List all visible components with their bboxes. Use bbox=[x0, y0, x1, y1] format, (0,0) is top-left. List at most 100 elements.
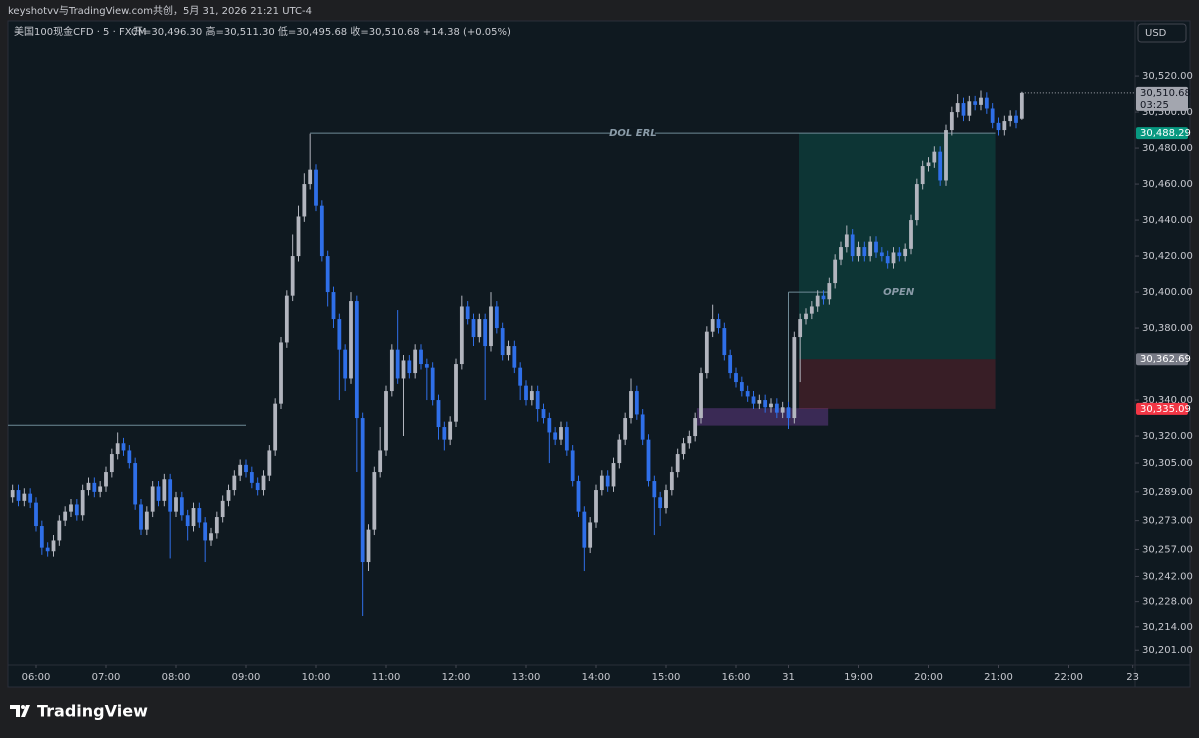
currency-button[interactable] bbox=[1137, 23, 1187, 43]
y-tick-label: 30,273.00 bbox=[1142, 516, 1193, 527]
candle-body bbox=[209, 533, 213, 541]
candle-body bbox=[284, 295, 289, 343]
x-tick-label: 19:00 bbox=[844, 672, 873, 683]
candle-body bbox=[238, 464, 243, 476]
candle-body bbox=[973, 101, 978, 105]
candle-body bbox=[267, 450, 272, 476]
candle-body bbox=[833, 259, 838, 284]
candle-body bbox=[652, 481, 657, 498]
candle-body bbox=[302, 184, 307, 217]
price-tag bbox=[1136, 86, 1188, 111]
candle-body bbox=[809, 306, 814, 314]
candle-body bbox=[891, 252, 896, 264]
candle-body bbox=[710, 319, 715, 332]
candle-body bbox=[63, 511, 68, 521]
level-label: DOL ERL bbox=[609, 128, 657, 139]
fvg-zone bbox=[696, 408, 829, 426]
candle-body bbox=[395, 349, 400, 379]
currency[interactable]: USD bbox=[1145, 28, 1167, 39]
candle-body bbox=[570, 450, 575, 482]
candle-body bbox=[197, 508, 202, 523]
candle-body bbox=[16, 490, 21, 501]
candle-body bbox=[844, 234, 849, 248]
candle-body bbox=[786, 407, 791, 419]
candle-body bbox=[955, 103, 960, 113]
price-tag bbox=[1136, 353, 1188, 366]
candle-body bbox=[494, 306, 499, 329]
candle-body bbox=[547, 418, 552, 433]
candle-body bbox=[279, 342, 283, 404]
price-tag-label: 30,510.68 bbox=[1140, 88, 1191, 99]
candle-body bbox=[378, 450, 383, 473]
candle-body bbox=[774, 403, 779, 413]
x-tick-label: 13:00 bbox=[512, 672, 541, 683]
price-tag-label: 30,488.29 bbox=[1140, 128, 1191, 139]
candle-body bbox=[699, 373, 703, 419]
candle-body bbox=[909, 220, 913, 249]
x-tick-label: 10:00 bbox=[302, 672, 331, 683]
y-tick-label: 30,440.00 bbox=[1142, 215, 1193, 226]
candle-body bbox=[675, 454, 680, 473]
x-tick-label: 21:00 bbox=[984, 672, 1013, 683]
candle-body bbox=[424, 364, 429, 368]
candle-body bbox=[553, 432, 558, 440]
candle-body bbox=[599, 475, 604, 491]
y-tick-label: 30,480.00 bbox=[1142, 143, 1193, 154]
candle-body bbox=[448, 421, 453, 440]
candle-body bbox=[407, 360, 412, 374]
candle-body bbox=[296, 216, 301, 257]
candle-body bbox=[226, 490, 231, 501]
candle-body bbox=[757, 400, 762, 404]
x-tick-label: 12:00 bbox=[442, 672, 471, 683]
candle-body bbox=[728, 355, 733, 374]
candle-body bbox=[949, 112, 954, 131]
candle-body bbox=[693, 418, 698, 437]
y-tick-label: 30,380.00 bbox=[1142, 323, 1193, 334]
x-tick-label: 08:00 bbox=[162, 672, 191, 683]
candle-body bbox=[174, 497, 178, 512]
price-tag-label: 30,335.09 bbox=[1140, 404, 1191, 415]
candle-body bbox=[751, 396, 756, 404]
candle-body bbox=[290, 256, 295, 296]
candle-body bbox=[564, 427, 569, 451]
candle-body bbox=[465, 306, 470, 320]
candle-body bbox=[623, 418, 628, 440]
candle-body bbox=[903, 248, 908, 257]
candle-body bbox=[634, 391, 639, 415]
x-tick-label: 07:00 bbox=[92, 672, 121, 683]
candle-body bbox=[372, 472, 377, 530]
candle-body bbox=[203, 522, 208, 541]
target-zone bbox=[799, 133, 996, 360]
candle-body bbox=[932, 151, 937, 163]
candle-body bbox=[39, 526, 44, 548]
candle-body bbox=[28, 493, 33, 503]
candle-body bbox=[1014, 115, 1018, 123]
candle-body bbox=[979, 97, 983, 105]
candle-body bbox=[850, 234, 855, 257]
candle-body bbox=[687, 436, 692, 444]
candle-body bbox=[325, 256, 330, 293]
candle-body bbox=[220, 500, 225, 518]
candle-body bbox=[471, 319, 476, 338]
candle-body bbox=[856, 247, 861, 257]
candle-body bbox=[419, 349, 423, 365]
candle-body bbox=[69, 504, 73, 512]
candle-body bbox=[354, 301, 359, 419]
candle-body bbox=[926, 162, 931, 167]
candle-body bbox=[331, 292, 336, 320]
ohlc: 开=30,496.30 高=30,511.30 低=30,495.68 收=30… bbox=[133, 25, 511, 38]
candle-body bbox=[343, 349, 348, 379]
candle-body bbox=[162, 479, 167, 501]
candle-body bbox=[500, 328, 505, 356]
candle-body bbox=[874, 241, 878, 253]
candle-body bbox=[308, 169, 313, 185]
candle-body bbox=[179, 497, 184, 516]
candle-body bbox=[349, 301, 353, 379]
candle-body bbox=[885, 256, 890, 264]
candle-body bbox=[815, 295, 820, 307]
candle-body bbox=[669, 472, 674, 491]
candle-body bbox=[576, 481, 581, 512]
candle-body bbox=[804, 313, 808, 320]
level-label: OPEN bbox=[883, 287, 915, 298]
